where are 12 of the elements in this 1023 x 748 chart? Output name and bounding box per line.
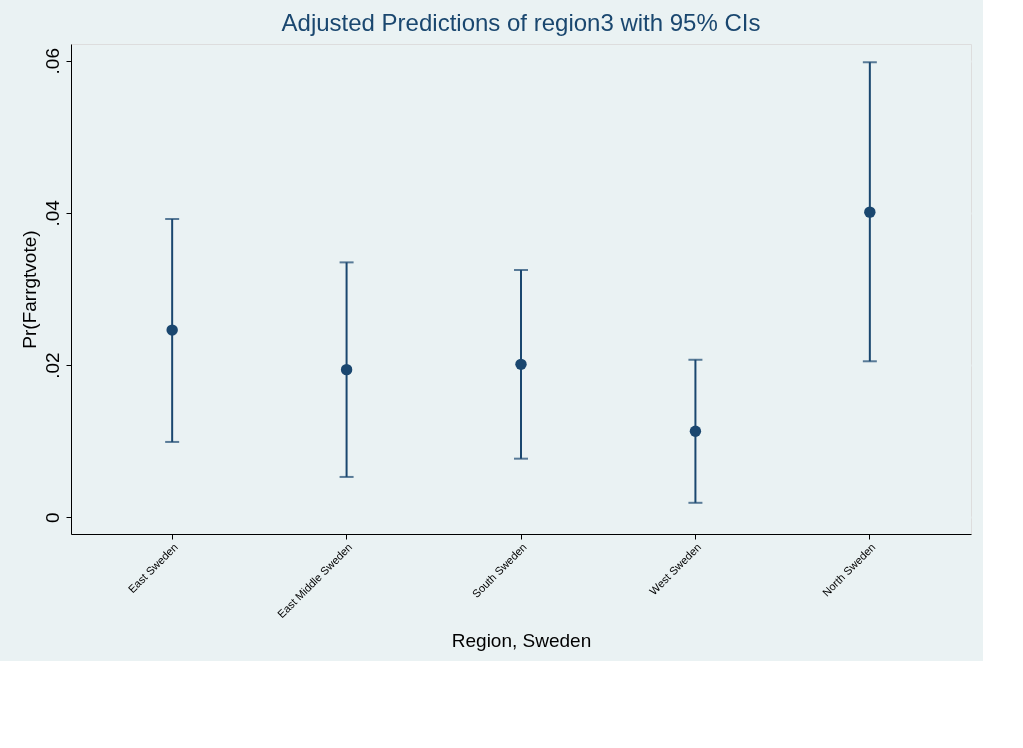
- y-axis-title: Pr(Farrgtvote): [18, 230, 40, 349]
- y-tick-label: .02: [41, 352, 63, 379]
- point: [166, 324, 178, 336]
- point: [340, 363, 353, 376]
- y-tick-label: .04: [41, 199, 63, 227]
- y-tick-label: 0: [41, 512, 63, 524]
- y-tick-label: .06: [41, 48, 63, 75]
- chart-title: Adjusted Predictions of region3 with 95% CIs: [281, 9, 761, 36]
- point: [515, 358, 527, 371]
- x-axis-title: Region, Sweden: [451, 630, 592, 652]
- point: [864, 206, 876, 218]
- point: [689, 425, 702, 437]
